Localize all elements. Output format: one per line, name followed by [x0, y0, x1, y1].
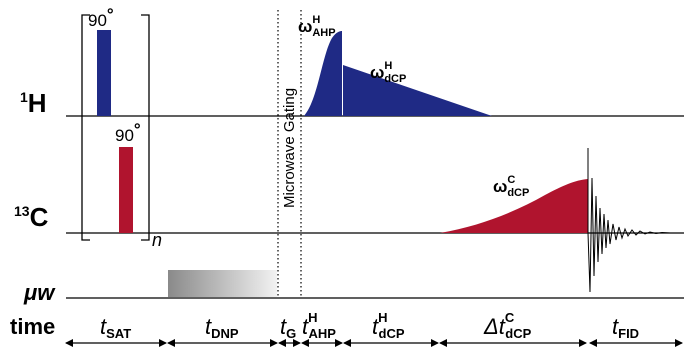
c-90-pulse-label: 90° [115, 120, 141, 145]
period-g-label: tG [280, 314, 296, 341]
c-dcp-waveform-label: ωC dCP [493, 174, 529, 199]
microwave-irradiation-block [168, 270, 277, 297]
repeat-count-label: n [152, 230, 162, 250]
c-90-pulse [119, 147, 133, 233]
h-dcp-waveform [343, 65, 492, 116]
period-sat-label: tSAT [100, 314, 131, 341]
period-dcp-h-label: tH dCP [372, 310, 405, 341]
c-channel-label: 13C [14, 202, 49, 232]
period-ahp-label: tH AHP [302, 310, 336, 341]
period-dnp-label: tDNP [205, 314, 239, 341]
repeat-bracket-right [141, 14, 150, 241]
h-ahp-waveform [304, 31, 342, 116]
c-dcp-waveform [440, 179, 588, 233]
h-90-pulse-label: 90° [88, 5, 114, 30]
repeat-bracket-left [81, 14, 90, 241]
time-axis-label: time [10, 314, 55, 339]
h-90-pulse [97, 30, 111, 116]
period-fid-label: tFID [612, 314, 639, 341]
h-channel-label: 1H [20, 88, 47, 118]
h-dcp-waveform-label: ωH dCP [370, 60, 406, 85]
ahp-waveform-label: ωH AHP [298, 14, 336, 39]
mw-channel-label: μw [23, 280, 56, 305]
period-dcp-c-label: ΔtC dCP [483, 310, 532, 341]
fid-decay-signal [587, 177, 671, 293]
microwave-gating-label: Microwave Gating [281, 88, 298, 208]
